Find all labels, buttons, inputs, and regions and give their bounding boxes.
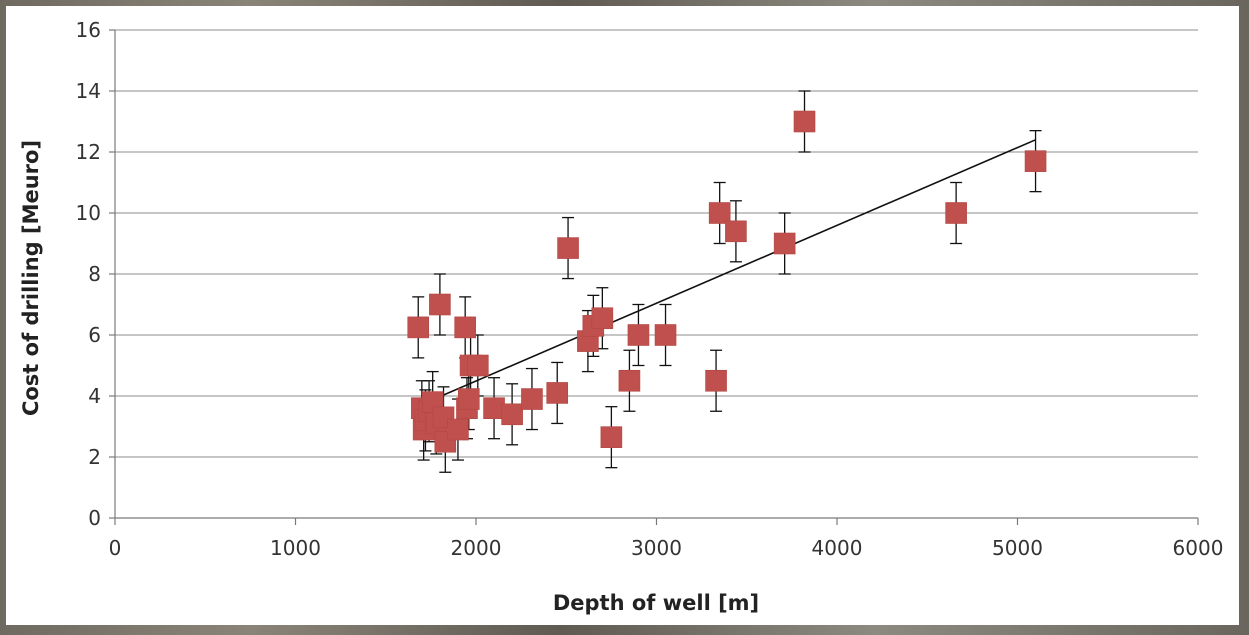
data-point (725, 220, 747, 243)
x-tick-label: 4000 (812, 536, 863, 560)
data-point (521, 388, 543, 410)
x-tick-label: 1000 (270, 536, 321, 560)
data-point (447, 418, 469, 441)
data-point (654, 324, 677, 346)
x-tick-label: 5000 (992, 536, 1043, 560)
data-point (1024, 150, 1047, 172)
data-points (407, 110, 1047, 453)
data-point (467, 354, 489, 377)
gridlines (115, 29, 1198, 458)
data-point (600, 426, 623, 448)
y-tick-label: 8 (88, 262, 101, 286)
x-axis-title: Depth of well [m] (553, 591, 759, 615)
y-tick-label: 12 (76, 140, 101, 164)
data-point (429, 293, 451, 316)
data-point (627, 324, 650, 346)
y-tick-label: 2 (88, 445, 101, 469)
x-tick-label: 0 (109, 536, 122, 560)
data-point (708, 202, 731, 224)
y-axis-title: Cost of drilling [Meuro] (19, 140, 43, 416)
x-tick-labels: 0 1000 2000 3000 4000 5000 6000 (109, 536, 1224, 560)
data-point (705, 369, 727, 392)
data-point (501, 403, 523, 426)
y-tick-label: 16 (76, 18, 101, 42)
data-point (457, 388, 480, 410)
y-tick-label: 4 (88, 384, 101, 408)
data-point (793, 110, 816, 133)
trendline-layer (419, 139, 1036, 406)
data-point (945, 202, 967, 224)
chart-frame: 0 2 4 6 8 10 12 14 16 0 1000 2000 3000 4000 5000 6000 … (6, 6, 1239, 625)
data-point (618, 369, 641, 392)
y-tick-label: 0 (88, 506, 101, 530)
y-tick-label: 10 (76, 201, 101, 225)
x-tick-label: 3000 (631, 536, 682, 560)
data-point (407, 316, 430, 339)
y-tick-label: 14 (76, 79, 101, 103)
x-tick-label: 2000 (451, 536, 502, 560)
data-point (546, 382, 569, 404)
data-point (557, 237, 579, 259)
x-tick-label: 6000 (1173, 536, 1224, 560)
data-point (454, 316, 476, 339)
y-tick-label: 6 (88, 323, 101, 347)
data-point (591, 307, 614, 330)
trendline (419, 139, 1036, 406)
y-tick-labels: 0 2 4 6 8 10 12 14 16 (76, 18, 101, 530)
axes (109, 29, 1199, 525)
data-point (773, 232, 796, 255)
